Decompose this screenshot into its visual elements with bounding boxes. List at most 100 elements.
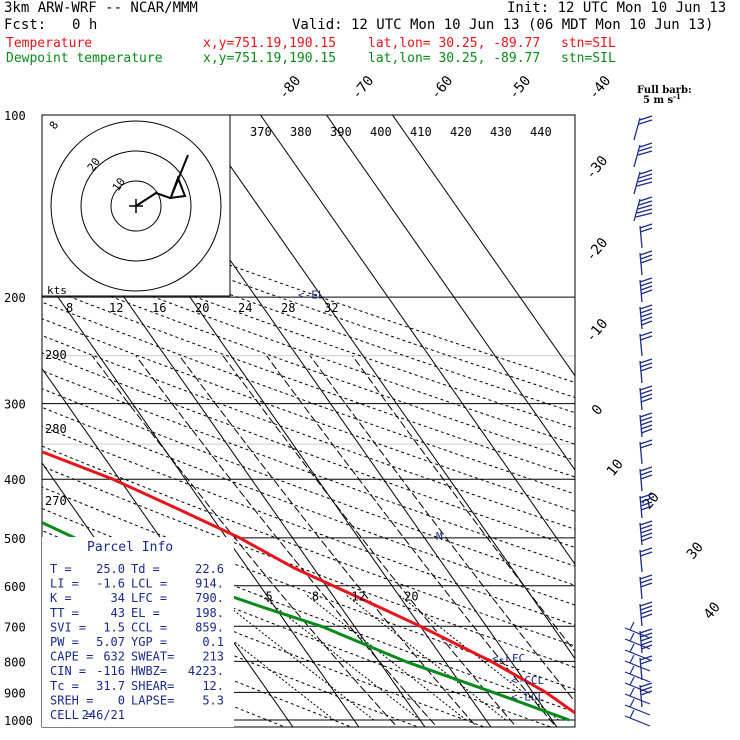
wind-barb — [639, 574, 653, 600]
temperature-legend-xy: x,y=751.19,190.15 — [203, 36, 337, 51]
wind-barb — [624, 698, 651, 716]
isotherm-label: -40 — [586, 73, 615, 103]
marker-tick: M — [436, 530, 443, 543]
parcel-info-value: LI = — [50, 577, 79, 591]
parcel-info-box — [42, 537, 234, 727]
dry-adiabat — [42, 224, 575, 414]
parcel-info-value: 34 — [111, 591, 125, 605]
dewpoint-legend-station: stn=SIL — [561, 51, 616, 66]
parcel-info-value: LCL = — [131, 577, 167, 591]
mixing-ratio-label: 20 — [404, 590, 418, 604]
parcel-info-value: K = — [50, 591, 72, 605]
wind-barb — [624, 665, 651, 683]
model-title: 3km ARW-WRF -- NCAR/MMM — [4, 0, 198, 16]
wind-barb — [624, 621, 651, 639]
isotherm-label: 30 — [684, 539, 707, 562]
barb-legend-unit-exponent: -1 — [673, 92, 681, 101]
dewpoint-profile — [42, 520, 570, 722]
marker-lfc: <-LFC — [492, 652, 525, 665]
hodograph-speed-label: 16 — [152, 301, 166, 315]
wind-barb — [639, 547, 653, 573]
parcel-info-value: HWBZ= — [131, 664, 167, 678]
moist-adiabat — [178, 355, 478, 727]
hodograph-units: kts — [47, 284, 67, 297]
moist-adiabat — [135, 355, 438, 727]
parcel-info-value: CELL = — [50, 708, 93, 722]
dry-adiabat — [42, 195, 575, 384]
parcel-info-value: 31.7 — [96, 679, 125, 693]
isotherm-label: -20 — [583, 235, 612, 265]
parcel-info-value: SHEAR= — [131, 679, 174, 693]
hodograph-speed-label: 24 — [238, 301, 252, 315]
parcel-info-value: LFC = — [131, 591, 167, 605]
parcel-info-value: Td = — [131, 562, 160, 576]
mixing-ratio-label: 5 — [266, 590, 273, 604]
hodograph-ring-label: 20 — [85, 155, 103, 173]
moist-adiabat — [352, 355, 575, 653]
parcel-info-value: 25.0 — [96, 562, 125, 576]
wind-barb — [624, 687, 651, 705]
pressure-tick-label: 100 — [4, 109, 26, 123]
parcel-info-value: 790. — [195, 591, 224, 605]
hodograph-speed-label: 12 — [109, 301, 123, 315]
parcel-info-value: 0.1 — [202, 635, 224, 649]
barb-legend-line1: Full barb: — [637, 85, 692, 96]
wind-barb — [624, 643, 651, 661]
isotherm-line — [325, 115, 575, 471]
parcel-info-value: 632 — [103, 650, 125, 664]
moist-adiabat — [222, 355, 517, 727]
theta-label: 440 — [530, 125, 552, 139]
dry-adiabat — [42, 486, 575, 691]
wind-barb — [633, 115, 653, 141]
dry-adiabat — [42, 507, 575, 713]
theta-label: 390 — [330, 125, 352, 139]
parcel-info-value: CAPE = — [50, 650, 93, 664]
hodograph-trace — [135, 154, 189, 207]
parcel-info-value: -116 — [96, 664, 125, 678]
pressure-tick-label: 200 — [4, 291, 26, 305]
mixing-ratio-line — [397, 594, 559, 721]
pressure-tick-label: 600 — [4, 580, 26, 594]
plot-frame — [41, 114, 576, 728]
marker-el: <-EL — [298, 288, 325, 301]
dewpoint-legend-label: Dewpoint temperature — [6, 51, 163, 66]
isotherm-label: -80 — [276, 73, 305, 103]
barb-legend-line2: 5 m s-1 — [643, 92, 681, 106]
dewpoint-legend-xy: x,y=751.19,190.15 — [203, 51, 337, 66]
wind-barb — [639, 601, 653, 627]
isotherm-line — [259, 115, 575, 566]
dry-adiabat — [42, 425, 575, 626]
isotherm-label: 0 — [589, 402, 607, 419]
theta-left-label: 290 — [45, 348, 67, 362]
wind-barb — [624, 632, 651, 650]
mixing-ratio-label: 12 — [351, 590, 365, 604]
wind-barb — [639, 331, 653, 357]
theta-label: 420 — [450, 125, 472, 139]
moist-adiabat — [309, 355, 575, 703]
hodograph-speed-label: 28 — [281, 301, 295, 315]
parcel-info-value: 914. — [195, 577, 224, 591]
pressure-tick-label: 1000 — [4, 714, 33, 728]
parcel-info-value: -1.6 — [96, 577, 125, 591]
parcel-info-value: YGP = — [131, 635, 167, 649]
parcel-info-value: CCL = — [131, 620, 167, 634]
dewpoint-legend-latlon: lat,lon= 30.25, -89.77 — [368, 51, 541, 66]
isotherm-line — [42, 273, 360, 727]
dry-adiabat — [42, 352, 575, 548]
isotherm-line — [193, 115, 575, 660]
marker-lcl: <-LCL — [511, 690, 544, 703]
marker-ccl: <-CCL — [511, 674, 544, 687]
mixing-ratio-line — [344, 594, 507, 721]
parcel-info-value: 198. — [195, 606, 224, 620]
hodograph-ring — [110, 180, 162, 232]
theta-left-label: 270 — [45, 494, 67, 508]
forecast-label: Fcst: — [4, 17, 47, 33]
wind-barb — [624, 709, 651, 727]
wind-barb — [639, 493, 653, 519]
theta-label: 400 — [370, 125, 392, 139]
parcel-info-value: CIN = — [50, 664, 86, 678]
moist-adiabat — [266, 355, 557, 727]
wind-barb — [633, 196, 653, 222]
wind-barb — [639, 223, 653, 249]
hodograph-speed-label: 8 — [66, 301, 73, 315]
